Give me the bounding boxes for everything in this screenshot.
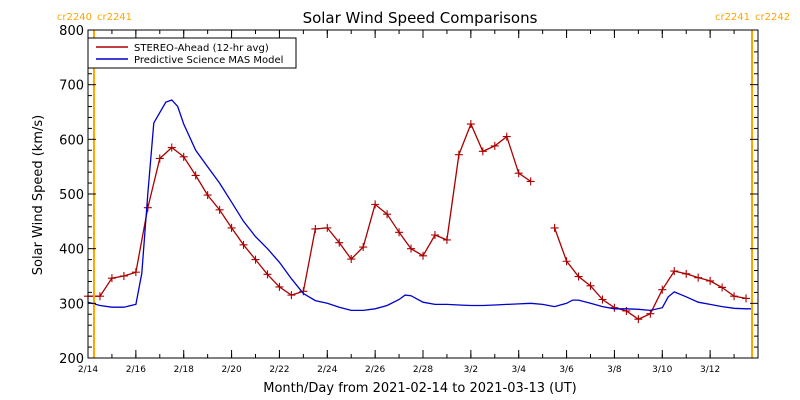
y-tick-label: 600 [59, 133, 84, 148]
series-0-point [371, 200, 380, 209]
x-tick-label: 3/8 [607, 365, 622, 375]
x-tick-label: 2/24 [317, 365, 337, 375]
series-0-point [227, 223, 236, 232]
series-0-point [263, 270, 272, 279]
x-tick-label: 2/20 [221, 365, 241, 375]
series-0-point [167, 143, 176, 152]
series-0-point [634, 315, 643, 324]
series-0-point [574, 272, 583, 281]
series-0-point [502, 132, 511, 141]
series-0-line [88, 122, 532, 297]
series-0-point [347, 255, 356, 264]
carrington-right-label: cr2241 [97, 12, 132, 23]
series-0-point [239, 240, 248, 249]
axes-layer: 200 300 400 500 600 700 800 2/14 2/16 2/18 2/20 2/2… [59, 24, 759, 375]
series-0-point [215, 205, 224, 214]
series-0-point [419, 251, 427, 260]
legend-label: STEREO-Ahead (12-hr avg) [134, 43, 269, 54]
series-0-point [251, 255, 260, 264]
x-tick-label: 3/6 [559, 365, 574, 375]
y-tick-label: 200 [59, 352, 84, 367]
x-tick-label: 2/22 [269, 365, 289, 375]
series-0-point [562, 257, 571, 266]
series-0-point [586, 281, 595, 290]
series-0-point [359, 243, 368, 252]
legend-box [87, 37, 297, 69]
series-0-point [131, 268, 140, 277]
series-0-point [442, 235, 451, 244]
x-tick-label: 2/16 [126, 365, 146, 375]
carrington-left-label: cr2240 [57, 12, 92, 23]
series-0-point [670, 267, 679, 276]
series-0-point [694, 273, 703, 282]
series-0-point [95, 292, 104, 301]
series-0-point [335, 238, 344, 247]
x-tick-label: 3/4 [511, 365, 526, 375]
x-tick-label: 3/2 [464, 365, 478, 375]
series-0-point [323, 223, 332, 232]
legend-label: Predictive Science MAS Model [134, 55, 283, 66]
series-1-line [87, 99, 752, 312]
data-layer [84, 99, 752, 324]
series-0-point [143, 203, 152, 212]
carrington-left-label: cr2241 [715, 12, 750, 23]
x-tick-label: 2/14 [78, 365, 98, 375]
chart-title: Solar Wind Speed Comparisons [303, 9, 538, 27]
series-0-point [407, 244, 416, 253]
y-tick-label: 400 [59, 243, 84, 258]
series-0-point [287, 291, 296, 300]
series-0-point [598, 295, 607, 304]
series-0-point [119, 272, 128, 280]
series-0-point [682, 269, 691, 278]
series-0-point [478, 147, 487, 156]
series-0-point [730, 292, 739, 301]
series-0-point [742, 294, 751, 303]
x-tick-label: 2/28 [413, 365, 433, 375]
x-axis-label: Month/Day from 2021-02-14 to 2021-03-13 … [263, 381, 576, 396]
legend: STEREO-Ahead (12-hr avg)Predictive Scien… [87, 37, 297, 69]
y-tick-label: 800 [59, 24, 84, 39]
y-tick-label: 700 [59, 79, 84, 94]
series-0-point [490, 141, 499, 150]
x-tick-label: 2/18 [174, 365, 194, 375]
series-0-point [191, 171, 200, 180]
series-0-point [706, 276, 715, 285]
series-0-point [454, 150, 463, 159]
series-0-point [466, 120, 475, 129]
series-0-point [395, 228, 404, 237]
series-0-point [203, 191, 212, 200]
series-0-point [311, 224, 320, 233]
series-0-point [107, 274, 116, 283]
y-tick-label: 500 [59, 188, 84, 203]
series-0-point [658, 285, 667, 294]
y-tick-label: 300 [59, 297, 84, 312]
series-0-point [383, 210, 392, 219]
x-tick-label: 3/10 [652, 365, 672, 375]
x-tick-label: 2/26 [365, 365, 385, 375]
y-axis-label: Solar Wind Speed (km/s) [31, 115, 46, 275]
series-0-point [275, 282, 284, 291]
series-0-point [179, 152, 188, 161]
series-0-point [526, 177, 535, 186]
series-0-point [718, 283, 727, 292]
series-0-point [155, 154, 164, 163]
carrington-right-label: cr2242 [755, 12, 790, 23]
series-0-point [430, 231, 439, 239]
x-tick-label: 3/12 [700, 365, 720, 375]
series-0-point [514, 169, 523, 178]
series-0-point [550, 223, 559, 232]
